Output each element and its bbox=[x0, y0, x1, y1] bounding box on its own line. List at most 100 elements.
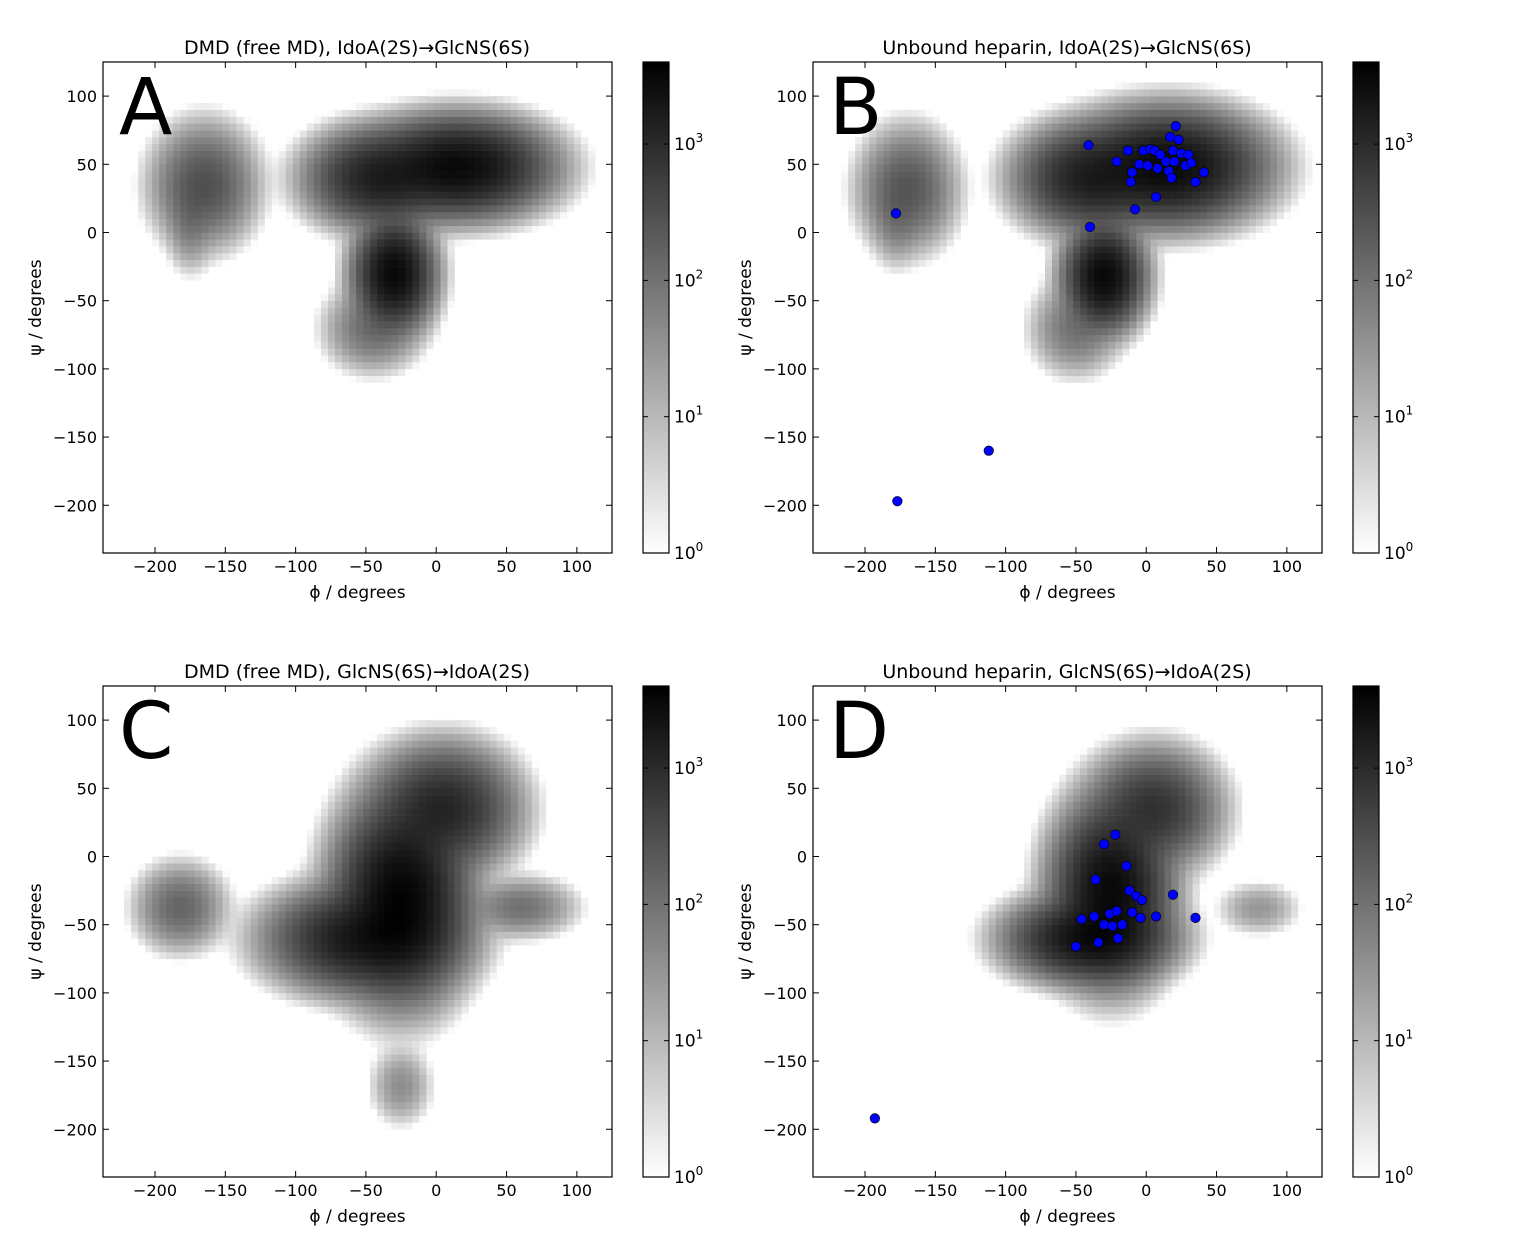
heatmap-bin bbox=[426, 1074, 434, 1082]
heatmap-bin bbox=[1066, 307, 1074, 315]
heatmap-bin bbox=[271, 150, 280, 158]
heatmap-bin bbox=[412, 849, 420, 857]
heatmap-bin bbox=[848, 177, 856, 186]
heatmap-bin bbox=[468, 795, 476, 803]
heatmap-bin bbox=[503, 109, 512, 117]
heatmap-bin bbox=[995, 143, 1004, 151]
heatmap-bin bbox=[278, 883, 287, 891]
heatmap-bin bbox=[208, 212, 216, 220]
heatmap-bin bbox=[187, 924, 195, 932]
heatmap-bin bbox=[1150, 259, 1158, 267]
heatmap-bin bbox=[447, 225, 455, 233]
heatmap-bin bbox=[1066, 341, 1074, 349]
heatmap-bin bbox=[1073, 184, 1081, 192]
heatmap-bin bbox=[1030, 334, 1039, 342]
heatmap-bin bbox=[1080, 198, 1088, 206]
heatmap-bin bbox=[1199, 191, 1207, 199]
heatmap-bin bbox=[1178, 191, 1186, 199]
heatmap-bin bbox=[419, 1081, 427, 1089]
heatmap-bin bbox=[419, 164, 427, 172]
heatmap-bin bbox=[496, 198, 505, 206]
heatmap-bin bbox=[377, 808, 385, 816]
heatmap-bin bbox=[180, 184, 188, 192]
heatmap-bin bbox=[953, 218, 961, 226]
heatmap-bin bbox=[363, 191, 371, 199]
heatmap-bin bbox=[201, 205, 209, 213]
heatmap-bin bbox=[215, 924, 223, 932]
heatmap-bin bbox=[412, 102, 420, 111]
heatmap-bin bbox=[1262, 171, 1271, 179]
heatmap-bin bbox=[313, 924, 322, 932]
heatmap-bin bbox=[1220, 171, 1229, 179]
heatmap-bin bbox=[264, 164, 273, 172]
heatmap-bin bbox=[461, 876, 469, 885]
heatmap-bin bbox=[320, 945, 329, 953]
heatmap-bin bbox=[510, 198, 519, 206]
heatmap-bin bbox=[426, 109, 434, 117]
heatmap-bin bbox=[419, 252, 427, 261]
heatmap-bin bbox=[356, 761, 364, 769]
heatmap-bin bbox=[1136, 225, 1144, 233]
heatmap-bin bbox=[271, 924, 280, 932]
heatmap-bin bbox=[461, 109, 469, 117]
heatmap-bin bbox=[1185, 89, 1193, 97]
heatmap-bin bbox=[405, 1033, 413, 1041]
heatmap-bin bbox=[1023, 212, 1032, 220]
heatmap-bin bbox=[1129, 109, 1137, 117]
heatmap-bin bbox=[433, 713, 441, 721]
heatmap-bin bbox=[370, 842, 378, 850]
heatmap-bin bbox=[384, 150, 392, 158]
heatmap-bin bbox=[419, 1101, 427, 1110]
heatmap-bin bbox=[398, 1033, 406, 1041]
heatmap-bin bbox=[1213, 184, 1222, 192]
heatmap-bin bbox=[475, 164, 483, 172]
heatmap-bin bbox=[911, 246, 919, 254]
heatmap-bin bbox=[468, 150, 476, 158]
heatmap-bin bbox=[1178, 232, 1186, 240]
heatmap-bin bbox=[391, 849, 399, 857]
heatmap-bin bbox=[447, 781, 455, 789]
heatmap-bin bbox=[335, 856, 343, 864]
heatmap-bin bbox=[257, 198, 265, 206]
heatmap-bin bbox=[932, 157, 940, 165]
heatmap-bin bbox=[426, 911, 434, 919]
heatmap-bin bbox=[278, 143, 287, 151]
heatmap-bin bbox=[250, 931, 258, 939]
heatmap-bin bbox=[876, 157, 884, 165]
heatmap-bin bbox=[391, 815, 399, 823]
heatmap-bin bbox=[1052, 252, 1060, 261]
heatmap-bin bbox=[377, 883, 385, 891]
heatmap-bin bbox=[349, 225, 357, 233]
heatmap-bin bbox=[327, 212, 336, 220]
heatmap-bin bbox=[187, 116, 195, 124]
heatmap-bin bbox=[342, 986, 350, 994]
heatmap-bin bbox=[405, 747, 413, 755]
heatmap-bin bbox=[412, 218, 420, 226]
heatmap-bin bbox=[1037, 157, 1046, 165]
heatmap-bin bbox=[166, 191, 174, 199]
heatmap-bin bbox=[1157, 212, 1165, 220]
heatmap-bin bbox=[468, 96, 476, 104]
heatmap-bin bbox=[166, 225, 174, 233]
heatmap-bin bbox=[405, 259, 413, 267]
heatmap-bin bbox=[370, 348, 378, 356]
heatmap-bin bbox=[384, 341, 392, 349]
heatmap-bin bbox=[911, 184, 919, 192]
heatmap-bin bbox=[440, 808, 448, 816]
heatmap-bin bbox=[1143, 300, 1151, 308]
heatmap-bin bbox=[1122, 327, 1130, 336]
heatmap-bin bbox=[524, 150, 533, 158]
heatmap-bin bbox=[419, 726, 427, 735]
heatmap-bin bbox=[412, 795, 420, 803]
heatmap-bin bbox=[398, 327, 406, 336]
heatmap-bin bbox=[1277, 184, 1285, 192]
heatmap-bin bbox=[1023, 218, 1032, 226]
heatmap-bin bbox=[1122, 171, 1130, 179]
heatmap-bin bbox=[229, 246, 237, 254]
y-tick-label: −50 bbox=[63, 292, 97, 311]
heatmap-bin bbox=[960, 198, 968, 206]
heatmap-bin bbox=[370, 266, 378, 274]
heatmap-bin bbox=[1073, 341, 1081, 349]
heatmap-bin bbox=[391, 143, 399, 151]
heatmap-bin bbox=[1073, 375, 1081, 383]
